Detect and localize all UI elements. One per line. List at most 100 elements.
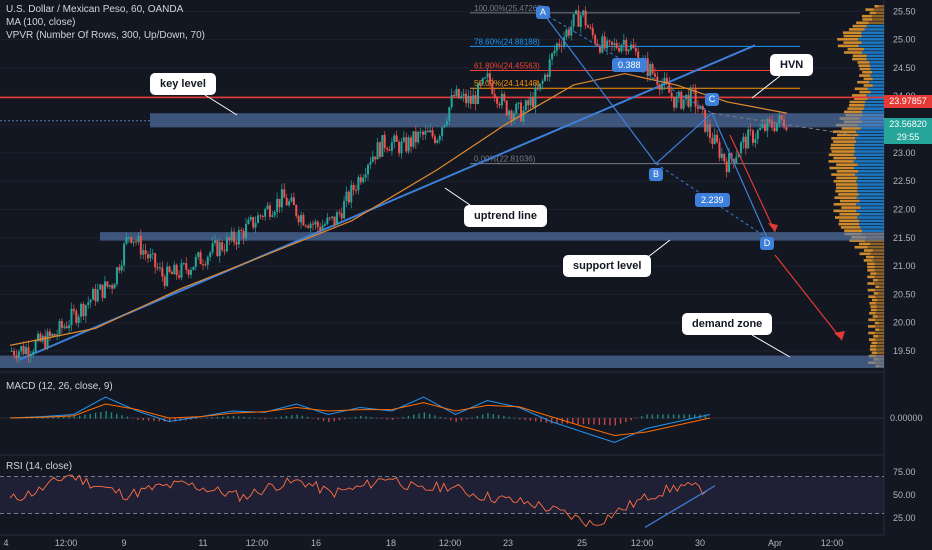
- candle-body: [665, 77, 668, 84]
- volume-profile-bar: [868, 331, 876, 335]
- support-level-callout[interactable]: support level: [563, 255, 652, 277]
- candle-body: [338, 212, 341, 214]
- volume-profile-bar: [863, 84, 873, 87]
- ma-indicator-label: MA (100, close): [6, 17, 76, 28]
- volume-profile-bar: [869, 61, 884, 64]
- candle-body: [96, 289, 99, 302]
- volume-profile-bar: [858, 242, 871, 246]
- macd-histogram-bar: [275, 417, 277, 419]
- candle-body: [543, 74, 546, 81]
- macd-histogram-bar: [200, 418, 203, 419]
- harmonic-point-c[interactable]: C: [705, 93, 719, 106]
- volume-profile-bar: [877, 298, 884, 302]
- macd-histogram-bar: [259, 418, 261, 419]
- candle-body: [158, 267, 161, 269]
- candle-body: [469, 96, 472, 104]
- volume-profile-bar: [831, 173, 855, 176]
- volume-profile-bar: [843, 41, 862, 44]
- candle-body: [618, 48, 621, 52]
- volume-profile-bar: [863, 107, 884, 110]
- candle-body: [115, 267, 118, 285]
- harmonic-point-b[interactable]: B: [649, 168, 663, 181]
- macd-histogram-bar: [126, 416, 129, 419]
- demand-zone-callout[interactable]: demand zone: [682, 313, 773, 335]
- candle-body: [713, 134, 716, 144]
- volume-profile-bar: [864, 28, 884, 31]
- candle-body: [670, 92, 673, 97]
- candle-body: [658, 84, 661, 90]
- candle-body: [261, 215, 264, 217]
- volume-profile-bar: [859, 212, 884, 216]
- candle-body: [393, 135, 396, 143]
- candle-body: [228, 237, 231, 241]
- candle-body: [448, 107, 451, 121]
- candle-body: [383, 135, 386, 148]
- candle-body: [718, 142, 721, 158]
- macd-y-tick-label: 0.00000: [890, 413, 923, 423]
- macd-histogram-bar: [598, 418, 601, 425]
- volume-profile-bar: [841, 127, 861, 130]
- candle-body: [84, 305, 87, 317]
- candle-body: [436, 140, 439, 143]
- macd-histogram-bar: [428, 413, 431, 419]
- volume-profile-bar: [855, 130, 884, 133]
- uptrend-line-callout[interactable]: uptrend line: [464, 205, 547, 227]
- macd-histogram-bar: [381, 418, 383, 419]
- candle-body: [467, 96, 470, 104]
- candle-body: [390, 142, 393, 151]
- candle-body: [783, 119, 786, 128]
- hvn-callout[interactable]: HVN: [770, 54, 814, 76]
- x-tick-label: 16: [311, 538, 321, 548]
- candle-body: [735, 157, 738, 164]
- y-tick-label: 20.50: [893, 289, 916, 299]
- volume-profile-bar: [866, 54, 884, 58]
- candle-body: [276, 198, 279, 212]
- volume-profile-bar: [870, 64, 884, 67]
- candle-body: [139, 235, 142, 255]
- candle-body: [366, 164, 369, 175]
- candle-body: [362, 177, 365, 183]
- candle-body: [103, 281, 106, 298]
- y-tick-label: 19.50: [893, 346, 916, 356]
- candle-body: [48, 331, 51, 337]
- candle-body: [421, 131, 424, 135]
- macd-histogram-bar: [232, 415, 235, 419]
- candle-body: [539, 83, 542, 90]
- macd-series-line: [9, 396, 711, 444]
- candle-body: [163, 276, 166, 286]
- rsi-y-tick-label: 50.00: [893, 490, 916, 500]
- macd-histogram-bar: [312, 418, 314, 419]
- harmonic-point-a[interactable]: A: [536, 6, 550, 19]
- candle-body: [17, 351, 20, 359]
- candle-body: [154, 253, 157, 268]
- volume-profile-bar: [869, 80, 884, 84]
- macd-histogram-bar: [641, 416, 643, 419]
- candle-body: [567, 29, 570, 36]
- macd-histogram-bar: [195, 418, 198, 420]
- volume-profile-bar: [833, 130, 856, 133]
- volume-profile-bar: [867, 325, 876, 328]
- volume-profile-bar: [867, 97, 884, 100]
- volume-profile-bar: [869, 348, 877, 351]
- candle-body: [333, 216, 336, 226]
- harmonic-point-d[interactable]: D: [760, 237, 774, 250]
- projection-dashed: [711, 112, 861, 137]
- key-level-price-tag: 23.97857: [884, 95, 932, 108]
- macd-histogram-bar: [466, 418, 468, 420]
- macd-histogram-bar: [588, 418, 590, 425]
- macd-histogram-bar: [338, 418, 341, 421]
- volume-profile-bar: [856, 203, 884, 206]
- volume-profile-bar: [872, 278, 878, 282]
- macd-histogram-bar: [100, 411, 102, 419]
- key-level-callout[interactable]: key level: [150, 73, 216, 95]
- harmonic-ratio-bd[interactable]: 2.239: [695, 193, 730, 207]
- harmonic-ratio-xb[interactable]: 0.388: [612, 58, 647, 72]
- candle-body: [182, 263, 185, 265]
- volume-profile-bar: [857, 163, 884, 166]
- macd-histogram-bar: [222, 416, 224, 419]
- volume-profile-bar: [863, 77, 873, 81]
- candle-body: [32, 351, 35, 355]
- volume-profile-bar: [836, 170, 858, 173]
- candle-body: [682, 99, 685, 109]
